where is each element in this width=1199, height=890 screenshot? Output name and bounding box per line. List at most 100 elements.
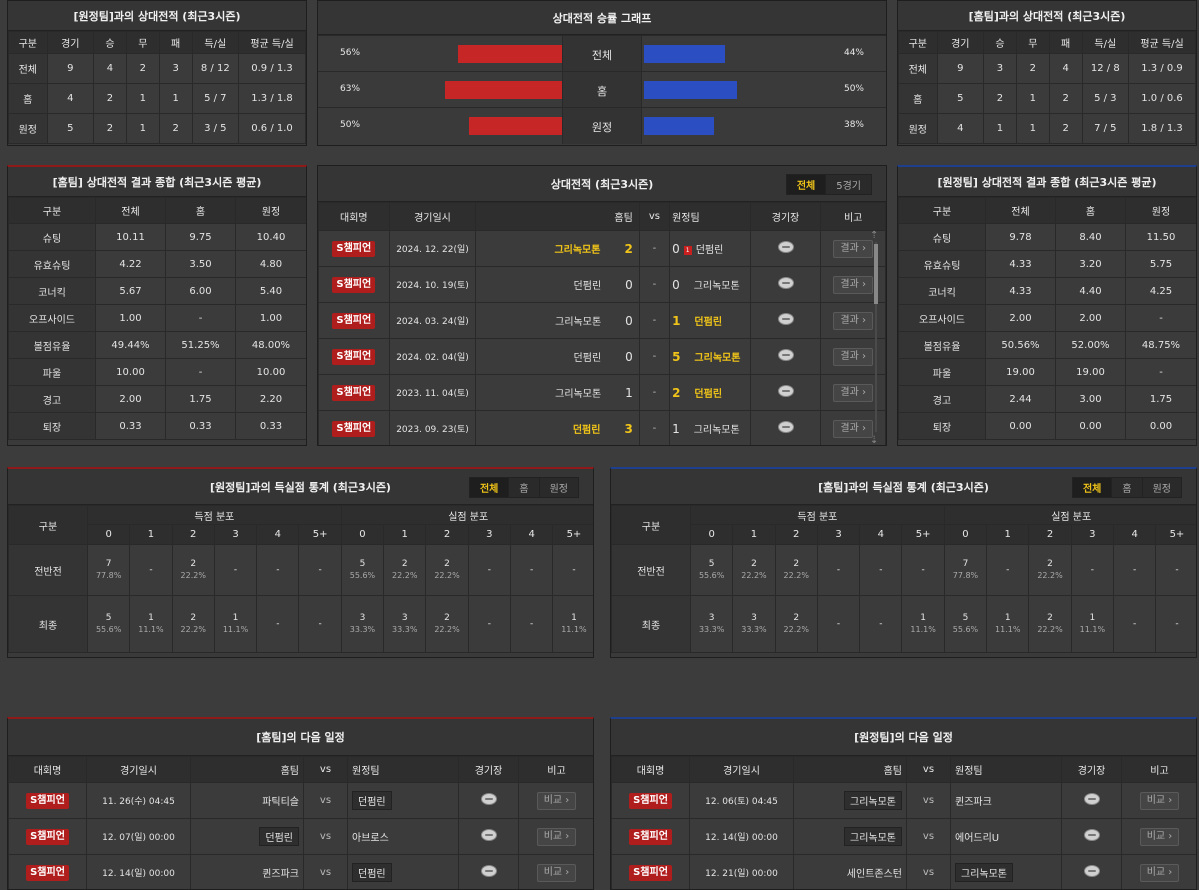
result-button[interactable]: 결과 ›	[833, 311, 873, 330]
away-cell: 그리녹모톤	[950, 854, 1062, 889]
tab-away[interactable]: 원정	[1152, 484, 1171, 495]
match-row[interactable]: S챔피언 2023. 11. 04(토) 그리녹모톤 1-2 던펌린 결과 ›	[318, 374, 886, 411]
tab-all[interactable]: 전체	[786, 175, 827, 194]
schedule-row[interactable]: S챔피언 12. 14(일) 00:00 그리녹모톤 vs 에어드리U 비교 ›	[611, 818, 1196, 855]
home-team[interactable]: 그리녹모톤	[554, 245, 601, 256]
stadium-icon[interactable]	[1083, 829, 1100, 841]
stadium-icon[interactable]	[1083, 865, 1100, 877]
away-team[interactable]: 아브로스	[352, 833, 389, 844]
league-badge[interactable]: S챔피언	[26, 864, 69, 881]
away-team[interactable]: 던펌린	[694, 317, 723, 328]
stat-cell: 6.00	[165, 277, 236, 305]
tab-all[interactable]: 전체	[1072, 478, 1113, 497]
scroll-up-icon[interactable]: ⇡	[870, 230, 879, 241]
league-badge[interactable]: S챔피언	[629, 864, 672, 881]
league-badge[interactable]: S챔피언	[26, 792, 69, 809]
stadium-icon[interactable]	[777, 241, 794, 253]
schedule-row[interactable]: S챔피언 12. 07(일) 00:00 던펌린 vs 아브로스 비교 ›	[8, 818, 593, 855]
schedule-row[interactable]: S챔피언 12. 21(일) 00:00 세인트존스턴 vs 그리녹모톤 비교 ›	[611, 854, 1196, 889]
stadium-icon[interactable]	[1083, 793, 1100, 805]
stat-cell: 1	[125, 83, 160, 114]
schedule-row[interactable]: S챔피언 12. 06(토) 04:45 그리녹모톤 vs 퀸즈파크 비교 ›	[611, 782, 1196, 819]
result-button[interactable]: 결과 ›	[833, 419, 873, 438]
stadium-icon[interactable]	[777, 313, 794, 325]
league-badge[interactable]: S챔피언	[332, 348, 376, 365]
home-team[interactable]: 그리녹모톤	[555, 317, 602, 328]
tab-all[interactable]: 전체	[469, 478, 510, 497]
bucket-header: 0	[689, 524, 734, 545]
away-team[interactable]: 던펌린	[695, 245, 724, 256]
stadium-icon[interactable]	[777, 349, 794, 361]
schedule-row[interactable]: S챔피언 11. 26(수) 04:45 파틱티슬 vs 던펌린 비교 ›	[8, 782, 593, 819]
compare-button[interactable]: 비교 ›	[536, 827, 577, 846]
scored-cell: 2 22.2%	[171, 544, 215, 596]
away-team[interactable]: 던펌린	[352, 791, 392, 810]
header-scored: 득점 분포	[87, 505, 342, 525]
league-badge[interactable]: S챔피언	[26, 828, 69, 845]
home-team[interactable]: 던펌린	[572, 425, 601, 436]
away-team[interactable]: 그리녹모톤	[693, 281, 740, 292]
scroll-down-icon[interactable]: ⇣	[870, 435, 879, 446]
tab-away[interactable]: 원정	[549, 484, 568, 495]
league-badge[interactable]: S챔피언	[629, 792, 672, 809]
league-badge[interactable]: S챔피언	[332, 312, 376, 329]
goal-stats-left-tabs: 전체 홈 원정	[468, 477, 579, 498]
league-badge[interactable]: S챔피언	[332, 240, 376, 257]
match-row[interactable]: S챔피언 2024. 02. 04(일) 던펌린 0-5 그리녹모톤 결과 ›	[318, 338, 886, 375]
matches-scrollbar[interactable]: ⇡ ⇣	[870, 230, 880, 446]
header-conceded: 실점 분포	[943, 505, 1196, 525]
scored-cell: -	[901, 544, 945, 596]
stadium-icon[interactable]	[480, 793, 497, 805]
home-team[interactable]: 그리녹모톤	[555, 389, 602, 400]
stadium-icon[interactable]	[480, 865, 497, 877]
match-row[interactable]: S챔피언 2023. 09. 23(토) 던펌린 3-1 그리녹모톤 결과 ›	[318, 410, 886, 445]
stadium-icon[interactable]	[777, 277, 794, 289]
home-team[interactable]: 퀸즈파크	[262, 869, 299, 880]
league-badge[interactable]: S챔피언	[332, 276, 376, 293]
result-button[interactable]: 결과 ›	[833, 347, 873, 366]
scroll-thumb[interactable]	[874, 244, 878, 304]
away-team[interactable]: 에어드리U	[955, 833, 1000, 844]
tab-home[interactable]: 홈	[509, 478, 540, 497]
tab-home[interactable]: 홈	[1112, 478, 1143, 497]
tab-5-matches[interactable]: 5경기	[836, 181, 861, 192]
stadium-icon[interactable]	[777, 385, 794, 397]
scored-count: 1	[232, 613, 239, 623]
home-team[interactable]: 파틱티슬	[262, 797, 299, 808]
away-team[interactable]: 퀸즈파크	[955, 797, 992, 808]
league-badge[interactable]: S챔피언	[332, 384, 376, 401]
row-label: 최종	[611, 595, 691, 653]
home-team[interactable]: 그리녹모톤	[844, 791, 902, 810]
stadium-icon[interactable]	[777, 421, 794, 433]
home-team[interactable]: 그리녹모톤	[844, 827, 902, 846]
schedule-row[interactable]: S챔피언 12. 14(일) 00:00 퀸즈파크 vs 던펌린 비교 ›	[8, 854, 593, 889]
away-team[interactable]: 던펌린	[694, 389, 723, 400]
compare-button[interactable]: 비교 ›	[536, 863, 577, 882]
match-row[interactable]: S챔피언 2024. 12. 22(일) 그리녹모톤 2-0 1 던펌린 결과 ›	[318, 230, 886, 267]
match-row[interactable]: S챔피언 2024. 10. 19(토) 던펌린 0-0 그리녹모톤 결과 ›	[318, 266, 886, 303]
header-row: 구분 득점 분포 실점 분포	[611, 505, 1196, 545]
home-team[interactable]: 던펌린	[259, 827, 299, 846]
compare-button[interactable]: 비교 ›	[1139, 791, 1180, 810]
header-away-label: 원정팀	[955, 766, 983, 777]
league-badge[interactable]: S챔피언	[629, 828, 672, 845]
league-badge[interactable]: S챔피언	[332, 420, 376, 437]
home-team[interactable]: 세인트존스턴	[846, 869, 902, 880]
away-team[interactable]: 던펌린	[352, 863, 392, 882]
compare-button[interactable]: 비교 ›	[536, 791, 577, 810]
compare-button[interactable]: 비교 ›	[1139, 827, 1180, 846]
table-row: 오프사이드 2.00 2.00-	[898, 304, 1196, 332]
home-team[interactable]: 던펌린	[573, 281, 602, 292]
right-bar	[644, 81, 737, 99]
result-button[interactable]: 결과 ›	[833, 383, 873, 402]
result-button[interactable]: 결과 ›	[833, 275, 873, 294]
away-team[interactable]: 그리녹모톤	[694, 353, 741, 364]
compare-button[interactable]: 비교 ›	[1139, 863, 1180, 882]
result-button[interactable]: 결과 ›	[833, 239, 873, 258]
away-team[interactable]: 그리녹모톤	[955, 863, 1013, 882]
match-row[interactable]: S챔피언 2024. 03. 24(일) 그리녹모톤 0-1 던펌린 결과 ›	[318, 302, 886, 339]
home-team[interactable]: 던펌린	[573, 353, 602, 364]
stadium-icon[interactable]	[480, 829, 497, 841]
scored-count: -	[318, 619, 322, 629]
away-team[interactable]: 그리녹모톤	[693, 425, 740, 436]
